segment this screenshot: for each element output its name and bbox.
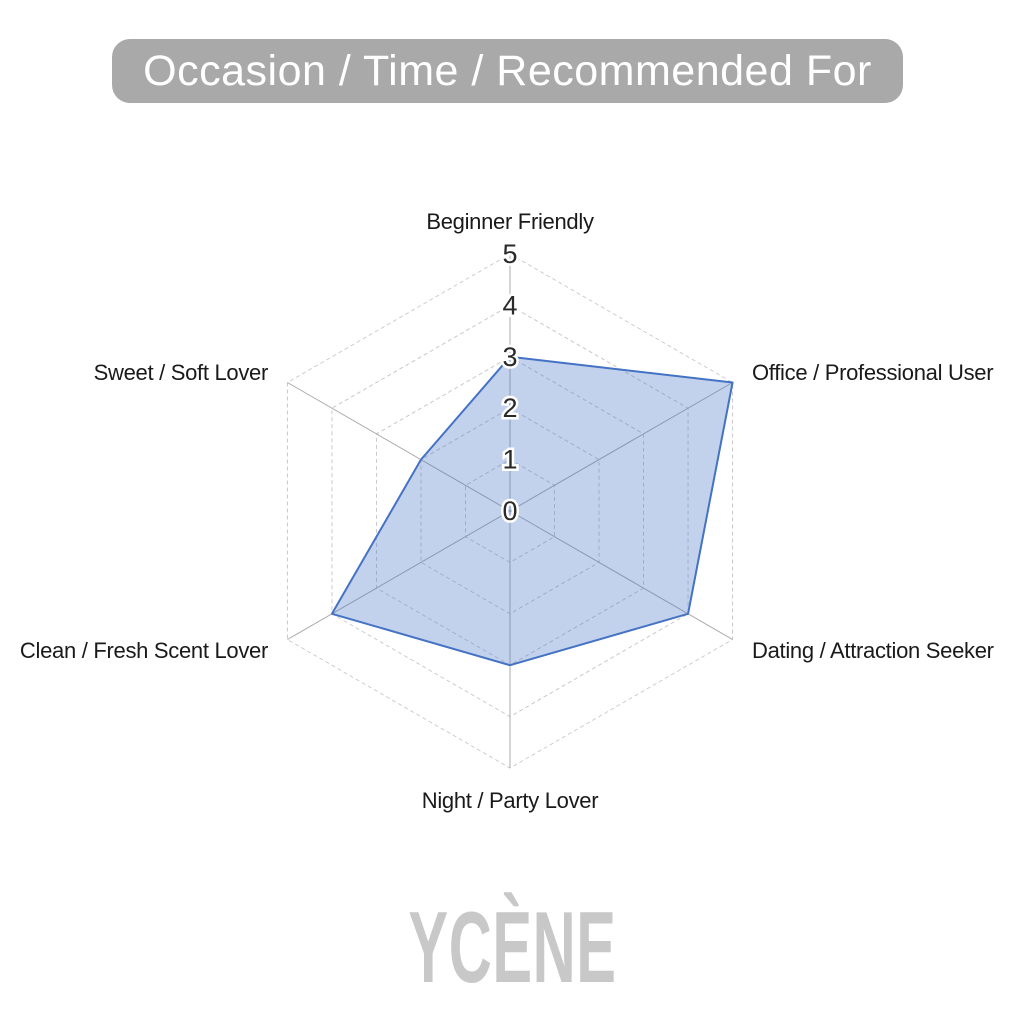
tick-label: 5 xyxy=(502,239,517,269)
title-badge: Occasion / Time / Recommended For xyxy=(112,39,903,103)
tick-label: 4 xyxy=(502,290,517,320)
tick-label: 0 xyxy=(502,496,517,526)
tick-label: 3 xyxy=(502,342,517,372)
axis-spoke xyxy=(287,382,511,512)
axis-label: Night / Party Lover xyxy=(422,788,599,813)
tick-label: 1 xyxy=(502,445,517,475)
axis-label: Clean / Fresh Scent Lover xyxy=(20,638,268,663)
axis-spoke xyxy=(287,510,511,640)
axis-label: Dating / Attraction Seeker xyxy=(752,638,994,663)
axis-label: Sweet / Soft Lover xyxy=(94,360,268,385)
tick-label: 2 xyxy=(502,393,517,423)
data-polygon xyxy=(330,355,734,667)
axis-spoke xyxy=(509,382,733,512)
brand-logo-text: YCÈNE xyxy=(407,892,617,1004)
axis-spoke xyxy=(509,510,733,640)
axis-label: Beginner Friendly xyxy=(426,209,594,234)
brand-logo: YCÈNE xyxy=(0,898,1024,999)
page-title: Occasion / Time / Recommended For xyxy=(143,46,872,95)
axis-label: Office / Professional User xyxy=(752,360,993,385)
